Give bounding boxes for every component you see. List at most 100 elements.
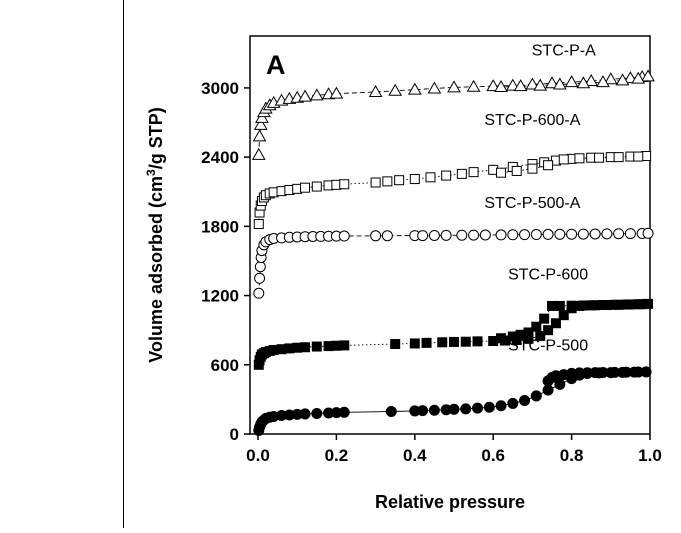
data-point bbox=[440, 229, 452, 241]
data-point bbox=[494, 79, 508, 92]
data-point bbox=[309, 88, 324, 101]
data-point bbox=[311, 181, 322, 192]
page-left-rule bbox=[123, 0, 124, 528]
panel-label: A bbox=[266, 50, 286, 80]
y-tick-label: 0 bbox=[230, 425, 239, 444]
data-point bbox=[437, 337, 448, 348]
series-label: STC-P-500-A bbox=[484, 195, 580, 212]
data-point bbox=[594, 152, 605, 163]
data-point bbox=[601, 228, 613, 240]
data-point bbox=[543, 325, 554, 336]
data-point bbox=[339, 340, 350, 351]
data-point bbox=[390, 339, 401, 350]
data-point bbox=[511, 165, 522, 176]
data-point bbox=[601, 300, 612, 311]
data-point bbox=[527, 163, 538, 174]
data-point bbox=[613, 228, 625, 240]
data-point bbox=[507, 229, 519, 241]
data-point bbox=[496, 167, 507, 178]
data-point bbox=[329, 86, 344, 99]
data-point bbox=[486, 79, 501, 92]
data-point bbox=[472, 402, 484, 414]
data-point bbox=[496, 333, 507, 344]
data-point bbox=[409, 338, 420, 349]
data-point bbox=[558, 154, 569, 165]
data-point bbox=[385, 406, 397, 418]
data-point bbox=[620, 366, 632, 378]
data-point bbox=[370, 177, 381, 188]
y-tick-label: 2400 bbox=[201, 148, 239, 167]
data-point bbox=[566, 228, 578, 240]
y-axis-title-main: Volume adsorbed (cm bbox=[146, 176, 166, 363]
data-point bbox=[550, 318, 561, 329]
y-axis-title: Volume adsorbed (cm3/g STP) bbox=[144, 107, 166, 362]
data-point bbox=[381, 230, 393, 242]
data-point bbox=[448, 403, 460, 415]
data-point bbox=[495, 400, 507, 412]
data-point bbox=[472, 336, 483, 347]
data-point bbox=[300, 342, 311, 353]
series-label: STC-P-600-A bbox=[484, 112, 580, 129]
x-tick-label: 0.6 bbox=[481, 446, 505, 465]
data-point bbox=[253, 219, 264, 230]
x-tick-label: 0.4 bbox=[403, 446, 427, 465]
data-point bbox=[552, 77, 567, 90]
data-point bbox=[533, 78, 548, 91]
data-point bbox=[370, 230, 382, 242]
adsorption-line bbox=[258, 303, 649, 365]
data-point bbox=[632, 366, 644, 378]
data-point bbox=[623, 71, 638, 84]
y-tick-label: 600 bbox=[211, 356, 239, 375]
series-stc-p-a bbox=[251, 69, 655, 160]
data-point bbox=[409, 174, 420, 185]
data-point bbox=[566, 300, 577, 311]
data-point bbox=[447, 80, 461, 93]
data-point bbox=[577, 228, 589, 240]
series-stc-p-500 bbox=[253, 366, 652, 437]
adsorption-line bbox=[258, 371, 647, 431]
data-point bbox=[368, 84, 383, 97]
data-point bbox=[468, 229, 480, 241]
data-point bbox=[428, 404, 440, 416]
series-stc-p-600-a bbox=[253, 150, 652, 230]
data-point bbox=[311, 341, 322, 352]
data-point bbox=[441, 170, 452, 181]
data-point bbox=[609, 366, 621, 378]
data-point bbox=[311, 407, 323, 419]
data-point bbox=[507, 397, 519, 409]
data-point bbox=[615, 73, 630, 86]
data-point bbox=[394, 175, 405, 186]
x-axis-title: Relative pressure bbox=[375, 492, 525, 512]
data-point bbox=[495, 229, 507, 241]
series-label: STC-P-A bbox=[532, 43, 596, 60]
data-point bbox=[633, 151, 644, 162]
adsorption-line bbox=[258, 232, 649, 294]
data-point bbox=[253, 287, 265, 299]
data-point bbox=[613, 299, 624, 310]
data-point bbox=[531, 321, 542, 332]
data-point bbox=[603, 72, 618, 85]
data-point bbox=[631, 71, 646, 84]
data-point bbox=[590, 300, 601, 311]
data-point bbox=[596, 75, 610, 88]
data-point bbox=[466, 79, 481, 92]
data-point bbox=[542, 384, 554, 396]
y-tick-label: 1800 bbox=[201, 217, 239, 236]
data-point bbox=[519, 395, 531, 407]
data-point bbox=[542, 375, 554, 387]
x-tick-label: 1.0 bbox=[638, 446, 662, 465]
data-point bbox=[254, 272, 266, 284]
data-point bbox=[255, 110, 269, 123]
data-point bbox=[574, 153, 585, 164]
x-tick-label: 0.2 bbox=[325, 446, 349, 465]
data-point bbox=[543, 160, 554, 171]
data-point bbox=[338, 406, 350, 418]
data-point bbox=[254, 261, 266, 273]
data-point bbox=[642, 227, 654, 239]
data-point bbox=[425, 172, 436, 183]
series-stc-p-600 bbox=[253, 298, 654, 370]
data-point bbox=[298, 89, 312, 102]
data-point bbox=[251, 147, 266, 160]
